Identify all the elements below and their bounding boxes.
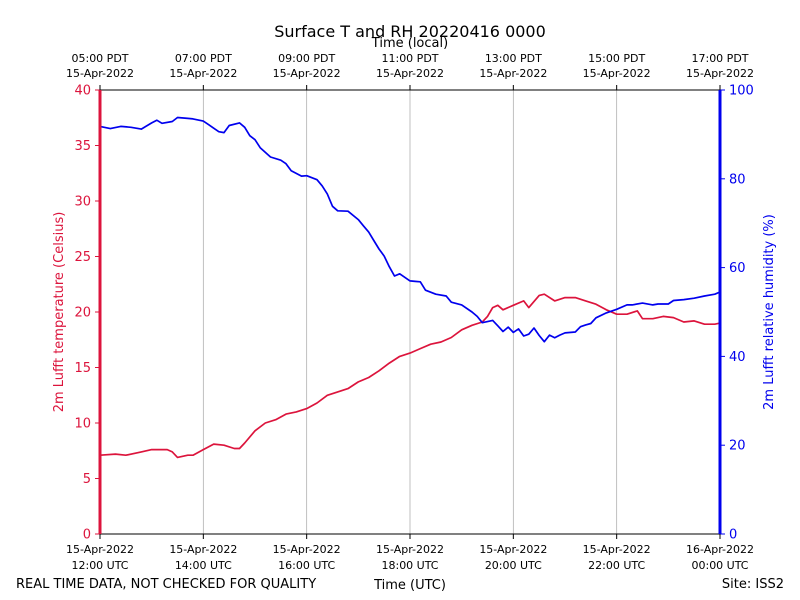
y-right-tick-label: 20 bbox=[729, 439, 746, 454]
y-left-tick-label: 15 bbox=[74, 361, 91, 376]
x-top-tick-local-time: 15:00 PDT bbox=[588, 52, 645, 65]
x-top-tick-local-date: 15-Apr-2022 bbox=[169, 67, 237, 80]
x-tick-utc-time: 16:00 UTC bbox=[278, 559, 335, 572]
x-top-tick-local-time: 05:00 PDT bbox=[71, 52, 128, 65]
x-top-tick-local-time: 09:00 PDT bbox=[278, 52, 335, 65]
x-top-tick-local-date: 15-Apr-2022 bbox=[583, 67, 651, 80]
y-left-tick-label: 40 bbox=[74, 84, 91, 99]
x-tick-utc-time: 20:00 UTC bbox=[485, 559, 542, 572]
temperature-line bbox=[99, 293, 721, 459]
x-top-tick-local-date: 15-Apr-2022 bbox=[686, 67, 754, 80]
y-left-tick-label: 30 bbox=[74, 195, 91, 210]
x-axis-label: Time (UTC) bbox=[373, 578, 446, 593]
y-left-tick-label: 25 bbox=[74, 250, 91, 265]
y-left-tick-label: 35 bbox=[74, 139, 91, 154]
x-tick-utc-time: 00:00 UTC bbox=[691, 559, 748, 572]
x-tick-date: 15-Apr-2022 bbox=[273, 543, 341, 556]
y-right-tick-label: 0 bbox=[729, 528, 737, 543]
x-top-tick-local-date: 15-Apr-2022 bbox=[273, 67, 341, 80]
y-right-tick-label: 80 bbox=[729, 172, 746, 187]
y-left-tick-label: 5 bbox=[83, 472, 91, 487]
x-tick-utc-time: 22:00 UTC bbox=[588, 559, 645, 572]
humidity-line bbox=[99, 116, 721, 343]
x-tick-utc-time: 18:00 UTC bbox=[381, 559, 438, 572]
x-tick-date: 15-Apr-2022 bbox=[583, 543, 651, 556]
quality-disclaimer: REAL TIME DATA, NOT CHECKED FOR QUALITY bbox=[16, 577, 316, 592]
x-tick-date: 15-Apr-2022 bbox=[66, 543, 134, 556]
y-right-tick-label: 100 bbox=[729, 84, 754, 99]
y-left-tick-label: 20 bbox=[74, 306, 91, 321]
x-top-tick-local-date: 15-Apr-2022 bbox=[66, 67, 134, 80]
x-tick-utc-time: 14:00 UTC bbox=[175, 559, 232, 572]
y-axis-left-label: 2m Lufft temperature (Celsius) bbox=[52, 212, 67, 413]
top-axis-label: Time (local) bbox=[371, 36, 448, 51]
x-tick-date: 15-Apr-2022 bbox=[479, 543, 547, 556]
x-tick-date: 15-Apr-2022 bbox=[376, 543, 444, 556]
x-top-tick-local-date: 15-Apr-2022 bbox=[376, 67, 444, 80]
y-axis-right-label: 2m Lufft relative humidity (%) bbox=[762, 214, 777, 410]
x-top-tick-local-time: 13:00 PDT bbox=[485, 52, 542, 65]
x-tick-date: 15-Apr-2022 bbox=[169, 543, 237, 556]
y-right-tick-label: 40 bbox=[729, 350, 746, 365]
x-top-tick-local-time: 11:00 PDT bbox=[381, 52, 438, 65]
chart-title: Surface T and RH 20220416 0000 bbox=[274, 22, 546, 41]
x-tick-utc-time: 12:00 UTC bbox=[71, 559, 128, 572]
x-top-tick-local-time: 07:00 PDT bbox=[175, 52, 232, 65]
x-top-tick-local-time: 17:00 PDT bbox=[691, 52, 748, 65]
x-top-tick-local-date: 15-Apr-2022 bbox=[479, 67, 547, 80]
y-right-tick-label: 60 bbox=[729, 261, 746, 276]
y-left-tick-label: 0 bbox=[83, 528, 91, 543]
x-tick-date: 16-Apr-2022 bbox=[686, 543, 754, 556]
site-label: Site: ISS2 bbox=[722, 577, 784, 592]
y-left-tick-label: 10 bbox=[74, 417, 91, 432]
